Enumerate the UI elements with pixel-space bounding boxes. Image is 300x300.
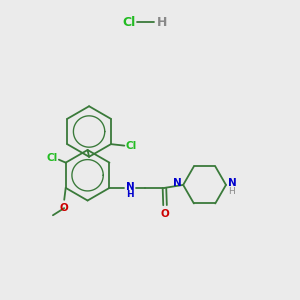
Text: O: O (60, 203, 69, 213)
Text: Cl: Cl (46, 153, 57, 163)
Text: N: N (126, 182, 135, 192)
Text: H: H (157, 16, 167, 29)
Text: N: N (173, 178, 182, 188)
Text: Cl: Cl (126, 141, 137, 151)
Text: H: H (228, 187, 235, 196)
Text: O: O (161, 209, 170, 219)
Text: N: N (228, 178, 237, 188)
Text: H: H (126, 190, 134, 199)
Text: Cl: Cl (122, 16, 135, 29)
